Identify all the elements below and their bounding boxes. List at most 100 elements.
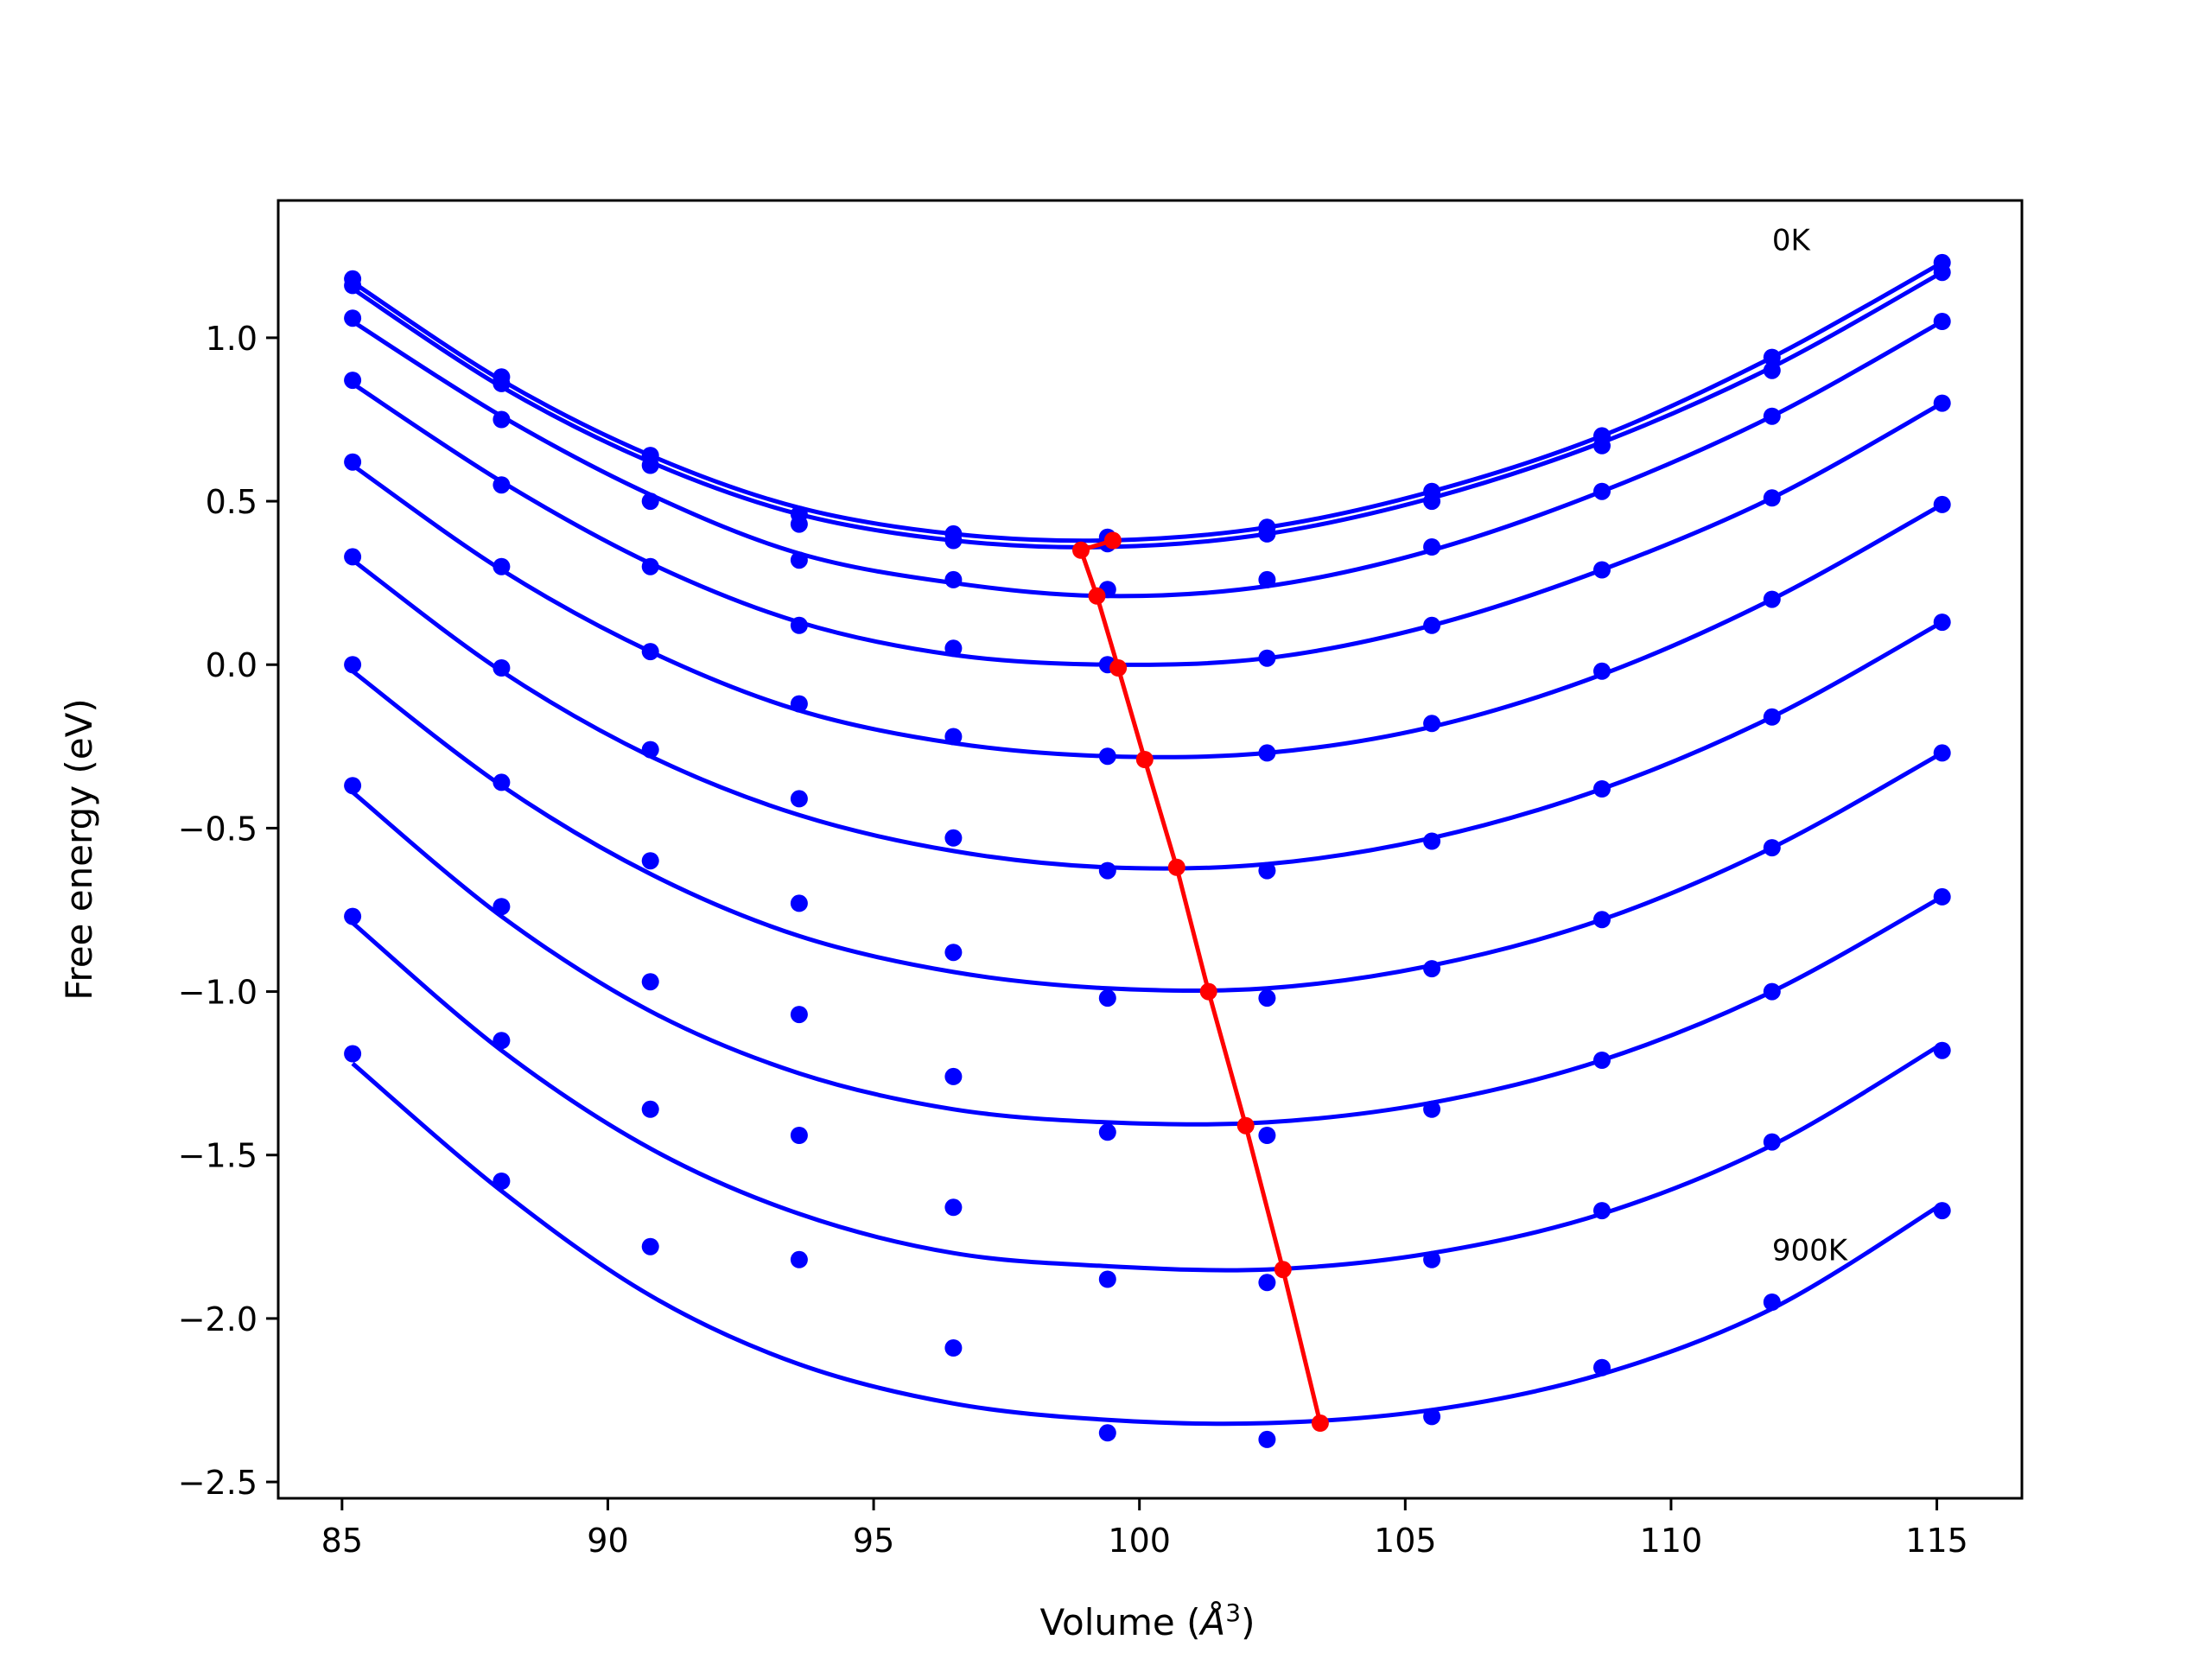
data-point [1258, 649, 1276, 667]
x-axis-title: Volume (Å3) [1040, 1599, 1255, 1644]
y-axis-title: Free energy (eV) [58, 698, 100, 1001]
data-point [1763, 407, 1781, 425]
data-point [790, 695, 808, 713]
data-point [1258, 524, 1276, 543]
data-point [641, 643, 659, 661]
data-point [641, 557, 659, 575]
plot-frame [276, 199, 2024, 1500]
data-point [790, 790, 808, 808]
data-point [641, 741, 659, 759]
data-point [790, 1127, 808, 1144]
data-point [1423, 960, 1441, 978]
data-point [1098, 861, 1116, 880]
y-tick-label: −2.5 [178, 1464, 257, 1502]
data-point [1098, 747, 1116, 766]
x-tick-label: 95 [853, 1522, 894, 1560]
data-point [1423, 538, 1441, 556]
y-tick-label: 1.0 [206, 320, 257, 358]
x-tick-label: 90 [587, 1522, 628, 1560]
data-point [1933, 264, 1951, 282]
data-point [1593, 1358, 1611, 1376]
data-point [1933, 394, 1951, 412]
data-point [1258, 570, 1276, 588]
data-point [344, 372, 362, 390]
data-point [944, 728, 963, 746]
data-point [790, 894, 808, 912]
y-tick-label: −1.0 [178, 974, 257, 1012]
data-point [1933, 313, 1951, 330]
data-point [1258, 1274, 1276, 1292]
data-point [493, 476, 511, 494]
fit-curve-6 [351, 669, 1943, 994]
data-point [944, 1339, 963, 1357]
annotation-0: 0K [1772, 223, 1812, 257]
data-point [1593, 482, 1611, 500]
data-point [1933, 613, 1951, 632]
data-point [493, 1173, 511, 1190]
y-tick-label: −2.0 [178, 1300, 257, 1338]
data-point [493, 1032, 511, 1050]
minimum-point [1072, 541, 1090, 559]
data-point [790, 616, 808, 634]
fit-curve-2 [351, 319, 1943, 599]
y-tick-label: 0.5 [206, 483, 257, 521]
data-point [493, 898, 511, 916]
data-point [641, 493, 659, 511]
data-point [1933, 744, 1951, 762]
data-point [344, 548, 362, 566]
data-point [944, 1198, 963, 1217]
minimum-point [1236, 1116, 1255, 1135]
y-tick-label: −1.5 [178, 1137, 257, 1175]
data-point [1423, 493, 1441, 511]
data-point [1258, 861, 1276, 880]
data-point [1423, 1408, 1441, 1426]
data-point [344, 276, 362, 295]
x-tick-label: 85 [321, 1522, 363, 1560]
data-point [641, 973, 659, 991]
annotation-1: 900K [1772, 1233, 1849, 1268]
data-point [944, 1067, 963, 1085]
minimum-point [1135, 751, 1154, 768]
minimum-point [1167, 858, 1185, 876]
data-point [944, 829, 963, 847]
data-point [1423, 616, 1441, 634]
data-point [1098, 1270, 1116, 1288]
data-point [1763, 1133, 1781, 1151]
data-point [344, 777, 362, 795]
data-point [1098, 1123, 1116, 1141]
data-point [1763, 1294, 1781, 1311]
data-point [1098, 1424, 1116, 1442]
data-point [1593, 436, 1611, 454]
data-point [1258, 744, 1276, 762]
data-point [641, 1100, 659, 1118]
data-point [1593, 1202, 1611, 1220]
x-tick-label: 105 [1374, 1522, 1437, 1560]
data-point [1763, 982, 1781, 1001]
data-point [1763, 590, 1781, 608]
data-point [1763, 489, 1781, 507]
x-axis-ticks: 85 90 95 100 105 110 115 [321, 1498, 1968, 1560]
data-point [1423, 715, 1441, 733]
data-point [790, 551, 808, 569]
minimum-point [1199, 982, 1217, 1001]
data-point [790, 1250, 808, 1268]
data-point [1593, 561, 1611, 579]
data-point [1593, 911, 1611, 929]
annotations: 0K 900K [1772, 223, 1849, 1268]
data-point [1593, 780, 1611, 798]
minimum-point [1088, 587, 1106, 605]
fit-curve-9 [351, 1061, 1944, 1427]
data-points [344, 253, 1951, 1448]
x-tick-label: 100 [1108, 1522, 1171, 1560]
data-point [344, 453, 362, 471]
data-point [493, 773, 511, 791]
data-point [1423, 832, 1441, 850]
data-point [944, 531, 963, 550]
data-point [1258, 989, 1276, 1007]
data-point [944, 639, 963, 658]
minimum-point [1109, 659, 1128, 677]
data-point [1593, 662, 1611, 680]
x-tick-label: 110 [1640, 1522, 1703, 1560]
data-point [344, 1045, 362, 1063]
